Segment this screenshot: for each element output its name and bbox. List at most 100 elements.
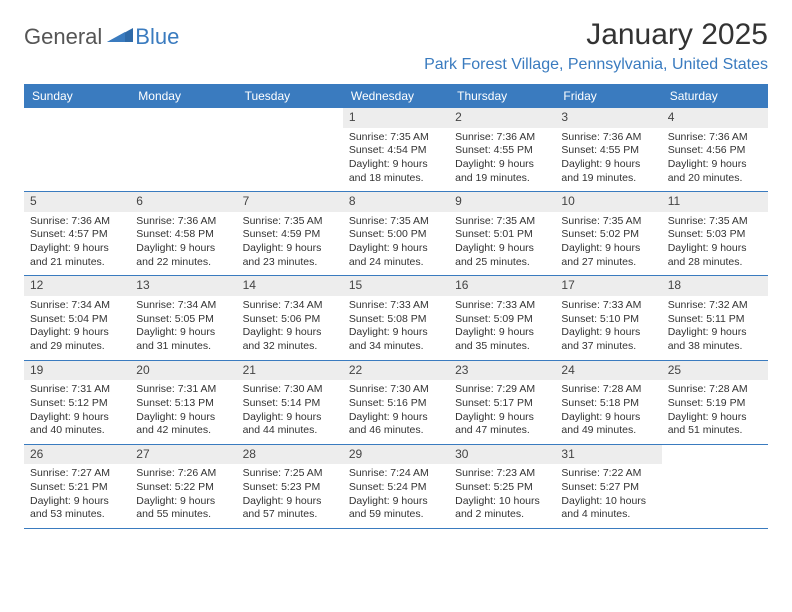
sunrise-text: Sunrise: 7:28 AM: [668, 383, 762, 397]
daylight-text: Daylight: 9 hours and 18 minutes.: [349, 158, 443, 185]
day-cell: 19 Sunrise: 7:31 AMSunset: 5:12 PMDayligh…: [24, 361, 130, 444]
daylight-text: Daylight: 9 hours and 29 minutes.: [30, 326, 124, 353]
daylight-text: Daylight: 9 hours and 46 minutes.: [349, 411, 443, 438]
day-number: 26: [30, 447, 43, 461]
daylight-text: Daylight: 9 hours and 22 minutes.: [136, 242, 230, 269]
sunset-text: Sunset: 5:00 PM: [349, 228, 443, 242]
dow-wednesday: Wednesday: [343, 84, 449, 108]
daynum-row: 22: [343, 361, 449, 381]
day-cell: 18Sunrise: 7:32 AMSunset: 5:11 PMDayligh…: [662, 276, 768, 359]
sunset-text: Sunset: 5:12 PM: [30, 397, 124, 411]
daylight-text: Daylight: 9 hours and 31 minutes.: [136, 326, 230, 353]
dow-friday: Friday: [555, 84, 661, 108]
day-cell: 8 Sunrise: 7:35 AMSunset: 5:00 PMDaylight…: [343, 192, 449, 275]
daylight-text: Daylight: 9 hours and 32 minutes.: [243, 326, 337, 353]
day-cell: 14Sunrise: 7:34 AMSunset: 5:06 PMDayligh…: [237, 276, 343, 359]
daynum-row: 7: [237, 192, 343, 212]
sunset-text: Sunset: 5:19 PM: [668, 397, 762, 411]
day-cell-empty: [237, 108, 343, 191]
daynum-row: 13: [130, 276, 236, 296]
day-cell: 10Sunrise: 7:35 AMSunset: 5:02 PMDayligh…: [555, 192, 661, 275]
daylight-text: Daylight: 9 hours and 49 minutes.: [561, 411, 655, 438]
day-number: 27: [136, 447, 149, 461]
sunset-text: Sunset: 5:13 PM: [136, 397, 230, 411]
daynum-row: 2: [449, 108, 555, 128]
daylight-text: Daylight: 9 hours and 21 minutes.: [30, 242, 124, 269]
day-cell: 29Sunrise: 7:24 AMSunset: 5:24 PMDayligh…: [343, 445, 449, 528]
sunrise-text: Sunrise: 7:27 AM: [30, 467, 124, 481]
daynum-row: 14: [237, 276, 343, 296]
daynum-row: 10: [555, 192, 661, 212]
sunset-text: Sunset: 5:14 PM: [243, 397, 337, 411]
daylight-text: Daylight: 9 hours and 47 minutes.: [455, 411, 549, 438]
day-number: 2: [455, 110, 462, 124]
day-cell: 31Sunrise: 7:22 AMSunset: 5:27 PMDayligh…: [555, 445, 661, 528]
daylight-text: Daylight: 9 hours and 25 minutes.: [455, 242, 549, 269]
sunrise-text: Sunrise: 7:35 AM: [561, 215, 655, 229]
sunrise-text: Sunrise: 7:30 AM: [349, 383, 443, 397]
daylight-text: Daylight: 9 hours and 24 minutes.: [349, 242, 443, 269]
sunset-text: Sunset: 5:06 PM: [243, 313, 337, 327]
sunrise-text: Sunrise: 7:24 AM: [349, 467, 443, 481]
dow-tuesday: Tuesday: [237, 84, 343, 108]
location: Park Forest Village, Pennsylvania, Unite…: [424, 56, 768, 74]
sunrise-text: Sunrise: 7:35 AM: [349, 215, 443, 229]
sunrise-text: Sunrise: 7:33 AM: [455, 299, 549, 313]
day-cell: 28Sunrise: 7:25 AMSunset: 5:23 PMDayligh…: [237, 445, 343, 528]
day-cell: 15Sunrise: 7:33 AMSunset: 5:08 PMDayligh…: [343, 276, 449, 359]
daynum-row: 21: [237, 361, 343, 381]
daynum-row: 28: [237, 445, 343, 465]
day-cell: 11Sunrise: 7:35 AMSunset: 5:03 PMDayligh…: [662, 192, 768, 275]
day-number: 25: [668, 363, 681, 377]
day-number: 22: [349, 363, 362, 377]
daylight-text: Daylight: 9 hours and 42 minutes.: [136, 411, 230, 438]
daylight-text: Daylight: 9 hours and 27 minutes.: [561, 242, 655, 269]
daylight-text: Daylight: 9 hours and 19 minutes.: [455, 158, 549, 185]
day-number: 19: [30, 363, 43, 377]
sunset-text: Sunset: 5:05 PM: [136, 313, 230, 327]
day-cell: 21Sunrise: 7:30 AMSunset: 5:14 PMDayligh…: [237, 361, 343, 444]
sunrise-text: Sunrise: 7:34 AM: [136, 299, 230, 313]
daynum-row: 11: [662, 192, 768, 212]
daynum-row: 12: [24, 276, 130, 296]
sunrise-text: Sunrise: 7:31 AM: [30, 383, 124, 397]
day-cell: 12Sunrise: 7:34 AMSunset: 5:04 PMDayligh…: [24, 276, 130, 359]
day-cell: 25Sunrise: 7:28 AMSunset: 5:19 PMDayligh…: [662, 361, 768, 444]
daynum-row: 6: [130, 192, 236, 212]
dow-sunday: Sunday: [24, 84, 130, 108]
week-row: 26Sunrise: 7:27 AMSunset: 5:21 PMDayligh…: [24, 445, 768, 529]
daynum-row: 31: [555, 445, 661, 465]
day-number: 10: [561, 194, 574, 208]
sunset-text: Sunset: 5:16 PM: [349, 397, 443, 411]
daylight-text: Daylight: 9 hours and 40 minutes.: [30, 411, 124, 438]
day-number: 23: [455, 363, 468, 377]
dow-saturday: Saturday: [662, 84, 768, 108]
daynum-row: 16: [449, 276, 555, 296]
sunrise-text: Sunrise: 7:36 AM: [455, 131, 549, 145]
title-block: January 2025 Park Forest Village, Pennsy…: [424, 18, 768, 74]
daylight-text: Daylight: 9 hours and 57 minutes.: [243, 495, 337, 522]
day-cell: 24Sunrise: 7:28 AMSunset: 5:18 PMDayligh…: [555, 361, 661, 444]
daynum-row: 8: [343, 192, 449, 212]
logo-word1: General: [24, 24, 102, 50]
sunrise-text: Sunrise: 7:36 AM: [136, 215, 230, 229]
day-cell: 20Sunrise: 7:31 AMSunset: 5:13 PMDayligh…: [130, 361, 236, 444]
daynum-row: 23: [449, 361, 555, 381]
sunrise-text: Sunrise: 7:33 AM: [561, 299, 655, 313]
header: General Blue January 2025 Park Forest Vi…: [24, 18, 768, 74]
day-number: 31: [561, 447, 574, 461]
sunrise-text: Sunrise: 7:26 AM: [136, 467, 230, 481]
day-cell: 23Sunrise: 7:29 AMSunset: 5:17 PMDayligh…: [449, 361, 555, 444]
sunset-text: Sunset: 5:24 PM: [349, 481, 443, 495]
sunrise-text: Sunrise: 7:23 AM: [455, 467, 549, 481]
sunrise-text: Sunrise: 7:22 AM: [561, 467, 655, 481]
sunset-text: Sunset: 5:25 PM: [455, 481, 549, 495]
day-cell: 2Sunrise: 7:36 AMSunset: 4:55 PMDaylight…: [449, 108, 555, 191]
week-row: 1Sunrise: 7:35 AMSunset: 4:54 PMDaylight…: [24, 108, 768, 192]
daylight-text: Daylight: 9 hours and 34 minutes.: [349, 326, 443, 353]
day-cell: 17Sunrise: 7:33 AMSunset: 5:10 PMDayligh…: [555, 276, 661, 359]
daylight-text: Daylight: 9 hours and 53 minutes.: [30, 495, 124, 522]
logo-word2: Blue: [135, 24, 179, 50]
sunrise-text: Sunrise: 7:29 AM: [455, 383, 549, 397]
day-number: 15: [349, 278, 362, 292]
